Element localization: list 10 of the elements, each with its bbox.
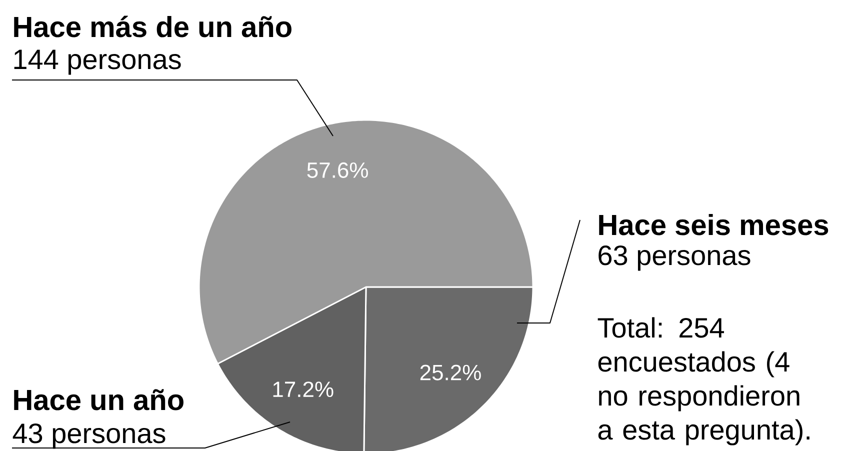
data-label: 57.6%: [307, 162, 368, 178]
slice-label: Hace seis meses: [599, 214, 828, 236]
data-label: 17.2%: [273, 382, 334, 398]
text: Total: 254 encuestados (4 no respondieron a esta pregunta).: [598, 317, 810, 446]
text: 63 personas: [598, 245, 750, 271]
slice-label: Hace más de un año: [14, 16, 292, 38]
data-label: 25.2%: [420, 364, 481, 380]
text: 43 personas: [12, 423, 166, 449]
slice-label: Hace un año: [14, 389, 184, 410]
text: 144 personas: [14, 50, 181, 75]
